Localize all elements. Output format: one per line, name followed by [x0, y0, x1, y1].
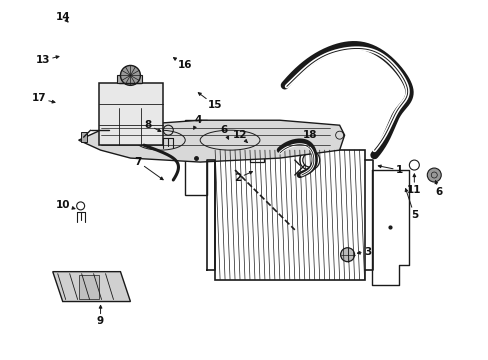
Text: 4: 4 [193, 115, 202, 129]
Text: 14: 14 [55, 12, 70, 22]
Circle shape [427, 168, 440, 182]
Bar [249, 154, 264, 162]
Text: 15: 15 [198, 93, 222, 110]
Text: 7: 7 [135, 157, 163, 180]
Bar [215, 150, 364, 280]
Text: 12: 12 [232, 130, 247, 143]
Bar [79, 275, 99, 298]
Text: 2: 2 [234, 171, 252, 183]
Text: 6: 6 [434, 181, 442, 197]
Text: 16: 16 [173, 58, 192, 71]
Circle shape [340, 248, 354, 262]
Bar [99, 84, 163, 145]
Text: 8: 8 [144, 120, 161, 131]
Text: 9: 9 [97, 305, 104, 327]
Text: 11: 11 [406, 174, 421, 195]
Text: 10: 10 [55, 200, 75, 210]
Text: 1: 1 [378, 165, 402, 175]
Bar [81, 132, 86, 142]
Text: 18: 18 [302, 130, 316, 146]
Text: 13: 13 [36, 55, 59, 66]
Circle shape [227, 142, 234, 148]
Text: 6: 6 [220, 125, 228, 139]
Polygon shape [53, 272, 130, 302]
Text: 5: 5 [405, 189, 417, 220]
Polygon shape [79, 120, 344, 162]
Text: 17: 17 [31, 93, 55, 103]
Bar [117, 75, 142, 84]
Circle shape [120, 66, 140, 85]
Text: 3: 3 [357, 247, 370, 257]
